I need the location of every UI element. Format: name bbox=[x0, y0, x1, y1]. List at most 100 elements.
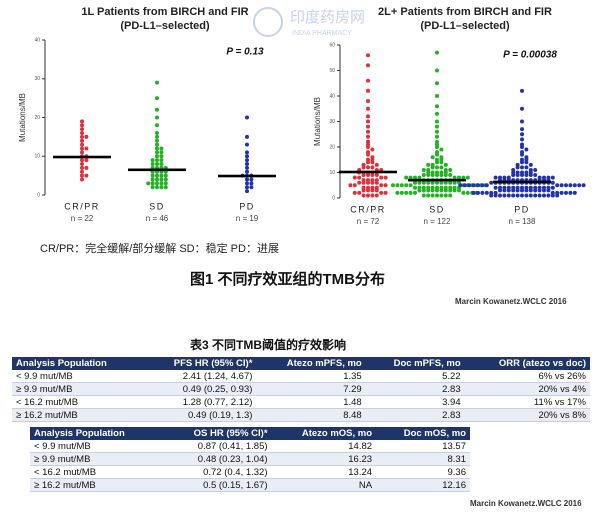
data-point bbox=[435, 104, 439, 109]
data-point bbox=[80, 158, 84, 163]
data-point bbox=[366, 63, 370, 68]
chart-title: 2L+ Patients from BIRCH and FIR bbox=[378, 6, 552, 18]
data-point bbox=[404, 190, 409, 195]
data-point bbox=[520, 173, 524, 178]
data-point bbox=[426, 180, 431, 185]
data-point bbox=[443, 188, 448, 193]
data-point bbox=[443, 180, 448, 185]
header-cell: OS HR (95% CI)* bbox=[162, 427, 272, 440]
data-point bbox=[533, 173, 538, 178]
data-point bbox=[435, 193, 439, 198]
data-point bbox=[395, 190, 400, 195]
data-point bbox=[159, 162, 164, 166]
data-point bbox=[155, 134, 159, 139]
data-point bbox=[542, 193, 546, 198]
table-cell: 0.72 (0.4, 1.32) bbox=[162, 465, 272, 479]
data-point bbox=[408, 183, 413, 188]
data-point bbox=[413, 180, 417, 185]
data-point bbox=[520, 106, 524, 111]
data-point bbox=[555, 183, 560, 188]
data-point bbox=[155, 123, 159, 128]
data-point bbox=[452, 180, 457, 185]
table-cell: ≥ 16.2 mut/MB bbox=[12, 408, 143, 422]
data-point bbox=[435, 152, 439, 157]
data-point bbox=[366, 193, 370, 198]
table-cell: 9.36 bbox=[376, 465, 470, 479]
y-tick-label: 20 bbox=[34, 115, 40, 121]
data-point bbox=[155, 173, 159, 178]
data-point bbox=[430, 180, 435, 185]
data-point bbox=[155, 162, 159, 166]
data-point bbox=[480, 190, 485, 195]
x-tick-label: SD bbox=[149, 201, 165, 211]
data-point bbox=[155, 80, 159, 85]
data-point bbox=[374, 193, 379, 198]
figure: 印度药房网 INDIA PHARMACY 1L Patients from BIRC… bbox=[18, 6, 586, 226]
data-point bbox=[502, 193, 507, 198]
data-point bbox=[559, 190, 564, 195]
data-point bbox=[80, 142, 84, 147]
data-point bbox=[379, 190, 384, 195]
data-point bbox=[80, 165, 84, 170]
data-point bbox=[435, 124, 439, 129]
data-point bbox=[515, 173, 520, 178]
data-point bbox=[484, 190, 489, 195]
data-point bbox=[383, 183, 388, 188]
data-point bbox=[426, 193, 431, 198]
data-point bbox=[80, 119, 84, 124]
os-table: Analysis Population OS HR (95% CI)* Atezo … bbox=[30, 427, 470, 492]
data-point bbox=[421, 188, 426, 193]
data-point bbox=[435, 173, 439, 178]
data-point bbox=[533, 193, 538, 198]
data-point bbox=[413, 185, 417, 190]
data-point bbox=[546, 193, 551, 198]
watermark: INDIA PHARMACY bbox=[292, 30, 352, 37]
data-point bbox=[448, 188, 453, 193]
data-point bbox=[155, 146, 159, 151]
data-point bbox=[366, 173, 370, 178]
data-point bbox=[408, 190, 413, 195]
header-cell: ORR (atezo vs doc) bbox=[464, 357, 590, 370]
x-tick-label: SD bbox=[429, 204, 445, 214]
data-point bbox=[435, 129, 439, 134]
data-point bbox=[80, 169, 84, 174]
data-point bbox=[435, 111, 439, 116]
data-point bbox=[520, 145, 524, 149]
data-point bbox=[439, 180, 444, 185]
data-point bbox=[404, 183, 409, 188]
y-axis-label: Mutations/MB bbox=[313, 97, 322, 146]
data-point bbox=[443, 193, 448, 198]
data-point bbox=[163, 177, 168, 182]
n-label: n = 19 bbox=[236, 214, 259, 223]
data-point bbox=[249, 181, 254, 186]
data-point bbox=[84, 173, 89, 178]
data-point bbox=[511, 188, 516, 193]
data-point bbox=[379, 175, 384, 180]
table-row: ≥ 16.2 mut/MB 0.49 (0.19, 1.3) 8.48 2.83 20%… bbox=[12, 408, 590, 422]
x-tick-label: CR/PR bbox=[64, 201, 100, 211]
data-point bbox=[465, 190, 470, 195]
data-point bbox=[245, 154, 249, 159]
table-cell: ≥ 9.9 mut/MB bbox=[12, 382, 143, 396]
data-point bbox=[159, 154, 164, 159]
table-row: < 9.9 mut/MB 0.87 (0.41, 1.85) 14.82 13.57 bbox=[30, 440, 470, 453]
data-point bbox=[408, 175, 413, 180]
data-point bbox=[84, 158, 89, 163]
data-point bbox=[515, 193, 520, 198]
data-point bbox=[421, 173, 426, 178]
data-point bbox=[426, 188, 431, 193]
data-point bbox=[498, 188, 502, 193]
data-point bbox=[146, 181, 151, 186]
data-point bbox=[430, 193, 435, 198]
y-tick-label: 20 bbox=[329, 144, 335, 150]
x-tick-label: PD bbox=[514, 204, 530, 214]
table-cell: 0.5 (0.15, 1.67) bbox=[162, 478, 272, 492]
y-tick-label: 30 bbox=[329, 119, 335, 125]
data-point bbox=[357, 175, 362, 180]
data-point bbox=[163, 185, 168, 190]
data-point bbox=[439, 193, 444, 198]
data-point bbox=[502, 188, 507, 193]
data-point bbox=[245, 162, 249, 166]
data-point bbox=[383, 175, 388, 180]
data-point bbox=[155, 158, 159, 163]
